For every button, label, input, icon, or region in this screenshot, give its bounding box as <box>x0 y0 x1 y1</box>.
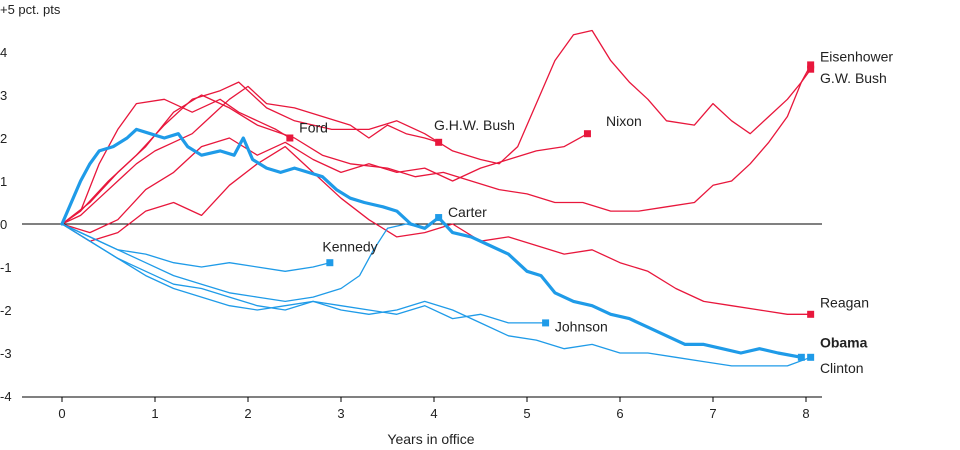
end-marker-johnson <box>542 319 550 327</box>
axis-layer: 4 3 2 1 0 -1 -2 -3 -4 0 1 2 3 4 5 6 7 8 <box>0 45 822 421</box>
series-line-reagan <box>61 145 812 315</box>
series-label-kennedy: Kennedy <box>322 238 377 254</box>
series-label-clinton: Clinton <box>820 360 864 376</box>
series-label-ford: Ford <box>299 119 328 135</box>
x-tick-label: 7 <box>709 406 716 421</box>
series-label-nixon: Nixon <box>606 113 642 129</box>
end-marker-g-w-bush <box>807 65 815 73</box>
series-line-ford <box>61 98 291 225</box>
x-tick-label: 8 <box>802 406 809 421</box>
end-marker-nixon <box>583 130 591 138</box>
end-marker-clinton <box>807 353 815 361</box>
series-label-g-h-w-bush: G.H.W. Bush <box>434 117 515 133</box>
x-tick-label: 2 <box>244 406 251 421</box>
end-marker-reagan <box>807 310 815 318</box>
y-tick-label: 4 <box>0 45 7 60</box>
end-marker-carter <box>435 214 443 222</box>
series-line-carter <box>61 216 440 303</box>
end-marker-g-h-w-bush <box>435 138 443 146</box>
series-label-carter: Carter <box>448 204 487 220</box>
series-layer <box>60 29 812 367</box>
series-label-g-w-bush: G.W. Bush <box>820 70 887 86</box>
series-label-eisenhower: Eisenhower <box>820 48 893 64</box>
x-axis-title: Years in office <box>387 431 474 447</box>
y-tick-label: -3 <box>0 346 12 361</box>
series-line-clinton <box>61 223 812 367</box>
series-label-reagan: Reagan <box>820 294 869 310</box>
y-axis-unit-label: +5 pct. pts <box>0 2 61 17</box>
end-marker-ford <box>286 134 294 142</box>
x-tick-label: 3 <box>337 406 344 421</box>
x-tick-label: 4 <box>430 406 437 421</box>
series-line-g-h-w-bush <box>61 85 440 225</box>
y-tick-label: 0 <box>0 217 7 232</box>
y-tick-label: -4 <box>0 389 12 404</box>
y-tick-label: -2 <box>0 303 12 318</box>
series-line-obama <box>60 127 803 359</box>
series-line-nixon <box>61 133 589 234</box>
series-line-kennedy <box>61 223 331 272</box>
x-tick-label: 6 <box>616 406 623 421</box>
x-tick-label: 1 <box>151 406 158 421</box>
y-tick-label: 1 <box>0 174 7 189</box>
series-label-obama: Obama <box>820 334 868 350</box>
y-tick-label: -1 <box>0 260 12 275</box>
end-marker-layer <box>286 61 815 361</box>
series-label-johnson: Johnson <box>555 318 608 334</box>
end-marker-obama <box>797 353 805 361</box>
series-line-g-w-bush <box>61 29 812 225</box>
series-label-layer: Eisenhower G.W. Bush Ford G.H.W. Bush Nixon C… <box>299 48 893 376</box>
y-tick-label: 2 <box>0 131 7 146</box>
x-tick-label: 5 <box>523 406 530 421</box>
end-marker-eisenhower <box>807 61 815 69</box>
end-marker-kennedy <box>326 259 334 267</box>
x-tick-label: 0 <box>58 406 65 421</box>
y-tick-label: 3 <box>0 88 7 103</box>
